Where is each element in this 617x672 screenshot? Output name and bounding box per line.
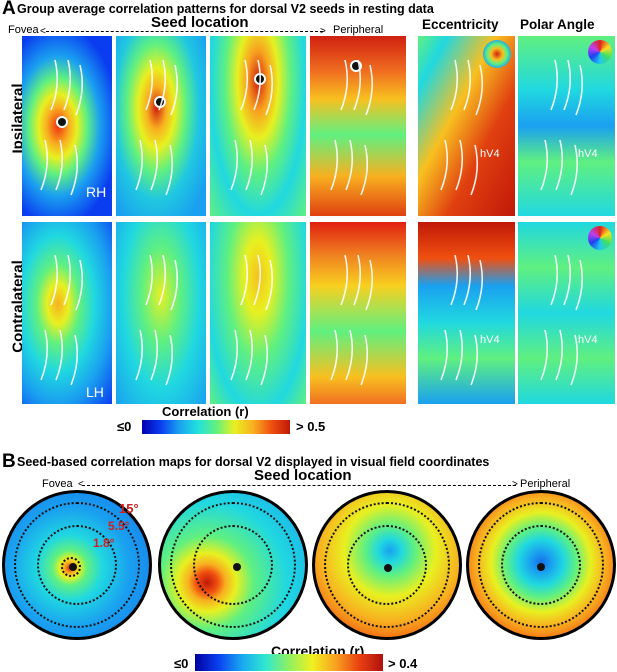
eccentricity-ring xyxy=(170,502,296,628)
brain-map-contra-4 xyxy=(310,222,406,404)
area-label-hv4: hV4 xyxy=(578,334,598,346)
seed-marker xyxy=(56,116,68,128)
panel-a-colorbar-min: ≤0 xyxy=(117,419,132,434)
area-label-hv4: hV4 xyxy=(480,334,500,346)
column-divider xyxy=(410,36,413,404)
panel-a-peripheral-label: Peripheral xyxy=(333,24,384,36)
panel-a-fovea-label: Fovea xyxy=(8,24,39,36)
seed-marker xyxy=(69,563,77,571)
eccentricity-header: Eccentricity xyxy=(422,17,499,32)
panel-b-peripheral-label: Peripheral xyxy=(520,478,571,490)
eccentricity-label: 5.5° xyxy=(108,519,130,533)
eccentricity-ring xyxy=(61,557,81,577)
panel-a-arrow-left-icon: < xyxy=(40,26,46,37)
panel-a-colorbar-max: > 0.5 xyxy=(296,419,326,434)
brain-map-contra-1 xyxy=(22,222,112,404)
eccentricity-ring xyxy=(193,525,273,605)
eccentricity-map-top xyxy=(418,36,515,216)
brain-map-ipsi-1 xyxy=(22,36,112,216)
polar-angle-map-bottom xyxy=(518,222,615,404)
panel-a-title: Group average correlation patterns for d… xyxy=(17,2,434,16)
eccentricity-ring xyxy=(14,502,140,628)
panel-a-seed-location: Seed location xyxy=(151,14,249,31)
panel-a-arrow-right-icon: > xyxy=(320,26,326,37)
polar-angle-legend-icon xyxy=(588,40,612,64)
row-divider xyxy=(8,218,406,220)
seed-marker xyxy=(384,564,392,572)
visual-field-map-2 xyxy=(158,490,308,640)
hemisphere-label-rh: RH xyxy=(86,184,107,200)
eccentricity-ring xyxy=(501,525,581,605)
area-boundary-overlay xyxy=(40,59,584,386)
eccentricity-legend-icon xyxy=(483,40,511,68)
eccentricity-map-bottom xyxy=(418,222,515,404)
polar-angle-legend-icon xyxy=(588,226,612,250)
panel-b-fovea-label: Fovea xyxy=(42,478,73,490)
eccentricity-ring xyxy=(324,502,450,628)
eccentricity-label: 1.8° xyxy=(93,536,115,550)
panel-a-seed-arrow xyxy=(46,31,323,32)
eccentricity-ring xyxy=(37,525,117,605)
panel-b-seed-arrow xyxy=(82,485,516,486)
visual-field-map-1 xyxy=(2,490,152,640)
area-label-hv4: hV4 xyxy=(480,148,500,160)
brain-map-contra-3 xyxy=(210,222,306,404)
visual-field-map-3 xyxy=(312,490,462,640)
panel-b-seed-location: Seed location xyxy=(254,467,352,484)
visual-field-map-4 xyxy=(466,490,616,640)
brain-map-ipsi-3 xyxy=(210,36,306,216)
panel-b-colorbar xyxy=(195,654,383,671)
hemisphere-label-lh: LH xyxy=(86,384,104,400)
panel-a-colorbar xyxy=(142,420,290,434)
panel-b-letter: B xyxy=(2,451,16,472)
panel-b-arrow-left-icon: < xyxy=(78,479,84,490)
panel-b-colorbar-min: ≤0 xyxy=(174,656,189,671)
eccentricity-ring xyxy=(478,502,604,628)
polar-angle-map-top xyxy=(518,36,615,216)
polar-angle-header: Polar Angle xyxy=(520,17,595,32)
seed-marker xyxy=(537,563,545,571)
panel-a-colorbar-title: Correlation (r) xyxy=(162,404,249,419)
panel-a-letter: A xyxy=(2,0,16,19)
panel-b-arrow-right-icon: > xyxy=(512,479,518,490)
eccentricity-label: 15° xyxy=(119,501,139,516)
panel-b-title: Seed-based correlation maps for dorsal V… xyxy=(17,455,490,469)
area-label-hv4: hV4 xyxy=(578,148,598,160)
panel-b-colorbar-max: > 0.4 xyxy=(388,656,418,671)
brain-map-ipsi-2 xyxy=(116,36,206,216)
brain-map-ipsi-4 xyxy=(310,36,406,216)
brain-map-contra-2 xyxy=(116,222,206,404)
eccentricity-ring xyxy=(347,525,427,605)
seed-marker xyxy=(233,563,241,571)
